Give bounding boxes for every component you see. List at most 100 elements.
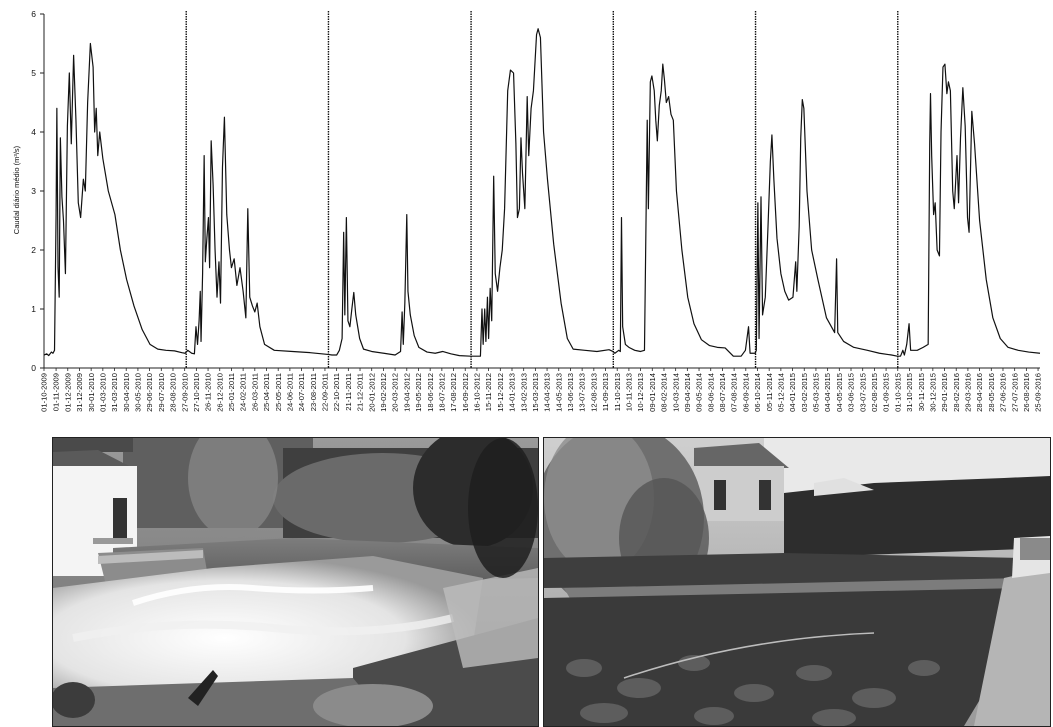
x-tick-label: 11-10-2013 — [613, 373, 622, 411]
x-tick-label: 15-11-2012 — [484, 373, 493, 411]
x-tick-label: 19-02-2012 — [379, 373, 388, 412]
x-tick-label: 01-10-2009 — [40, 373, 49, 412]
x-tick-label: 31-12-2009 — [75, 373, 84, 412]
x-tick-label: 04-05-2015 — [835, 373, 844, 412]
y-tick-label: 2 — [31, 245, 36, 255]
x-tick-label: 08-02-2014 — [660, 373, 669, 412]
x-tick-label: 14-01-2013 — [508, 373, 517, 412]
photo-weir-waterfall-image — [53, 438, 538, 726]
x-tick-label: 15-03-2013 — [531, 373, 540, 412]
x-tick-label: 09-01-2014 — [648, 373, 657, 412]
photo-dry-riverbed — [543, 437, 1051, 727]
x-tick-label: 01-09-2015 — [882, 373, 891, 412]
y-axis: 0 1 2 3 4 5 6 — [31, 9, 44, 373]
x-tick-label: 27-10-2010 — [192, 373, 201, 412]
y-tick-label: 1 — [31, 304, 36, 314]
x-tick-label: 01-03-2010 — [98, 373, 107, 412]
x-tick-label: 03-02-2015 — [800, 373, 809, 412]
x-tick-label: 04-04-2015 — [823, 373, 832, 412]
x-tick-label: 03-06-2015 — [847, 373, 856, 412]
x-tick-label: 16-09-2012 — [461, 373, 470, 412]
x-tick-label: 22-10-2011 — [332, 373, 341, 411]
x-tick-label: 25-05-2011 — [274, 373, 283, 411]
x-tick-label: 13-06-2013 — [566, 373, 575, 412]
x-tick-label: 29-06-2010 — [145, 373, 154, 412]
x-tick-label: 10-11-2013 — [624, 373, 633, 411]
x-tick-label: 29-07-2010 — [157, 373, 166, 412]
x-tick-label: 19-05-2012 — [414, 373, 423, 412]
x-tick-label: 25-04-2011 — [262, 373, 271, 411]
x-tick-label: 27-09-2010 — [180, 373, 189, 412]
y-tick-label: 5 — [31, 68, 36, 78]
x-axis: 01-10-2009 01-11-2009 01-12-2009 31-12-2009… — [40, 368, 1043, 412]
x-tick-label: 28-02-2016 — [952, 373, 961, 412]
x-tick-label: 24-07-2011 — [297, 373, 306, 411]
x-tick-label: 26-03-2011 — [250, 373, 259, 411]
x-tick-label: 30-12-2015 — [928, 373, 937, 412]
x-tick-label: 28-08-2010 — [169, 373, 178, 412]
x-tick-label: 10-03-2014 — [671, 373, 680, 412]
x-tick-label: 26-11-2010 — [204, 373, 213, 411]
x-tick-label: 12-08-2013 — [589, 373, 598, 412]
x-tick-label: 18-06-2012 — [426, 373, 435, 412]
x-tick-label: 17-08-2012 — [449, 373, 458, 412]
x-tick-label: 04-01-2015 — [788, 373, 797, 412]
x-tick-label: 06-10-2014 — [753, 373, 762, 412]
x-tick-label: 14-05-2013 — [554, 373, 563, 412]
x-tick-label: 14-04-2013 — [543, 373, 552, 412]
x-tick-label: 22-09-2011 — [321, 373, 330, 411]
x-tick-label: 02-08-2015 — [870, 373, 879, 412]
x-tick-label: 05-03-2015 — [812, 373, 821, 412]
x-tick-label: 24-06-2011 — [285, 373, 294, 411]
x-tick-label: 01-12-2009 — [63, 373, 72, 412]
x-tick-label: 09-05-2014 — [695, 373, 704, 412]
x-tick-label: 15-12-2012 — [496, 373, 505, 412]
x-tick-label: 25-01-2011 — [227, 373, 236, 411]
x-tick-label: 30-05-2010 — [134, 373, 143, 412]
x-tick-label: 10-12-2013 — [636, 373, 645, 412]
photo-weir-waterfall — [52, 437, 539, 727]
y-tick-label: 0 — [31, 363, 36, 373]
discharge-series-line — [43, 28, 1041, 357]
x-tick-label: 21-12-2011 — [356, 373, 365, 411]
x-tick-label: 29-03-2016 — [964, 373, 973, 412]
x-tick-label: 30-01-2010 — [87, 373, 96, 412]
x-tick-label: 30-11-2015 — [917, 373, 926, 411]
y-tick-label: 4 — [31, 127, 36, 137]
x-tick-label: 28-05-2016 — [987, 373, 996, 412]
hydrological-year-dividers — [185, 11, 899, 368]
x-tick-label: 06-09-2014 — [741, 373, 750, 412]
x-tick-label: 31-03-2010 — [110, 373, 119, 412]
x-tick-label: 26-12-2010 — [215, 373, 224, 412]
x-tick-label: 13-02-2013 — [519, 373, 528, 412]
x-tick-label: 20-01-2012 — [367, 373, 376, 412]
x-tick-label: 05-12-2014 — [776, 373, 785, 412]
x-tick-label: 01-10-2015 — [893, 373, 902, 412]
x-tick-label: 20-03-2012 — [391, 373, 400, 412]
x-tick-label: 08-07-2014 — [718, 373, 727, 412]
x-tick-label: 11-09-2013 — [601, 373, 610, 411]
x-tick-label: 05-11-2014 — [765, 373, 774, 411]
photo-dry-riverbed-image — [544, 438, 1050, 726]
y-axis-label: Caudal diário médio (m³/s) — [12, 145, 21, 234]
x-tick-label: 19-04-2012 — [402, 373, 411, 412]
y-tick-label: 6 — [31, 9, 36, 19]
y-tick-label: 3 — [31, 186, 36, 196]
x-tick-label: 27-06-2016 — [999, 373, 1008, 412]
x-tick-label: 24-02-2011 — [239, 373, 248, 411]
x-tick-label: 01-11-2009 — [52, 373, 61, 411]
x-tick-label: 07-08-2014 — [730, 373, 739, 412]
series-layer — [43, 28, 1041, 357]
x-tick-label: 31-10-2015 — [905, 373, 914, 412]
x-tick-label: 08-06-2014 — [706, 373, 715, 412]
x-tick-label: 25-09-2016 — [1034, 373, 1043, 412]
x-tick-label: 29-01-2016 — [940, 373, 949, 412]
x-tick-label: 30-04-2010 — [122, 373, 131, 412]
x-tick-label: 27-07-2016 — [1010, 373, 1019, 412]
x-tick-label: 23-08-2011 — [309, 373, 318, 411]
x-tick-label: 26-08-2016 — [1022, 373, 1031, 412]
x-tick-label: 03-07-2015 — [858, 373, 867, 412]
x-tick-label: 09-04-2014 — [683, 373, 692, 412]
x-tick-label: 18-07-2012 — [437, 373, 446, 412]
